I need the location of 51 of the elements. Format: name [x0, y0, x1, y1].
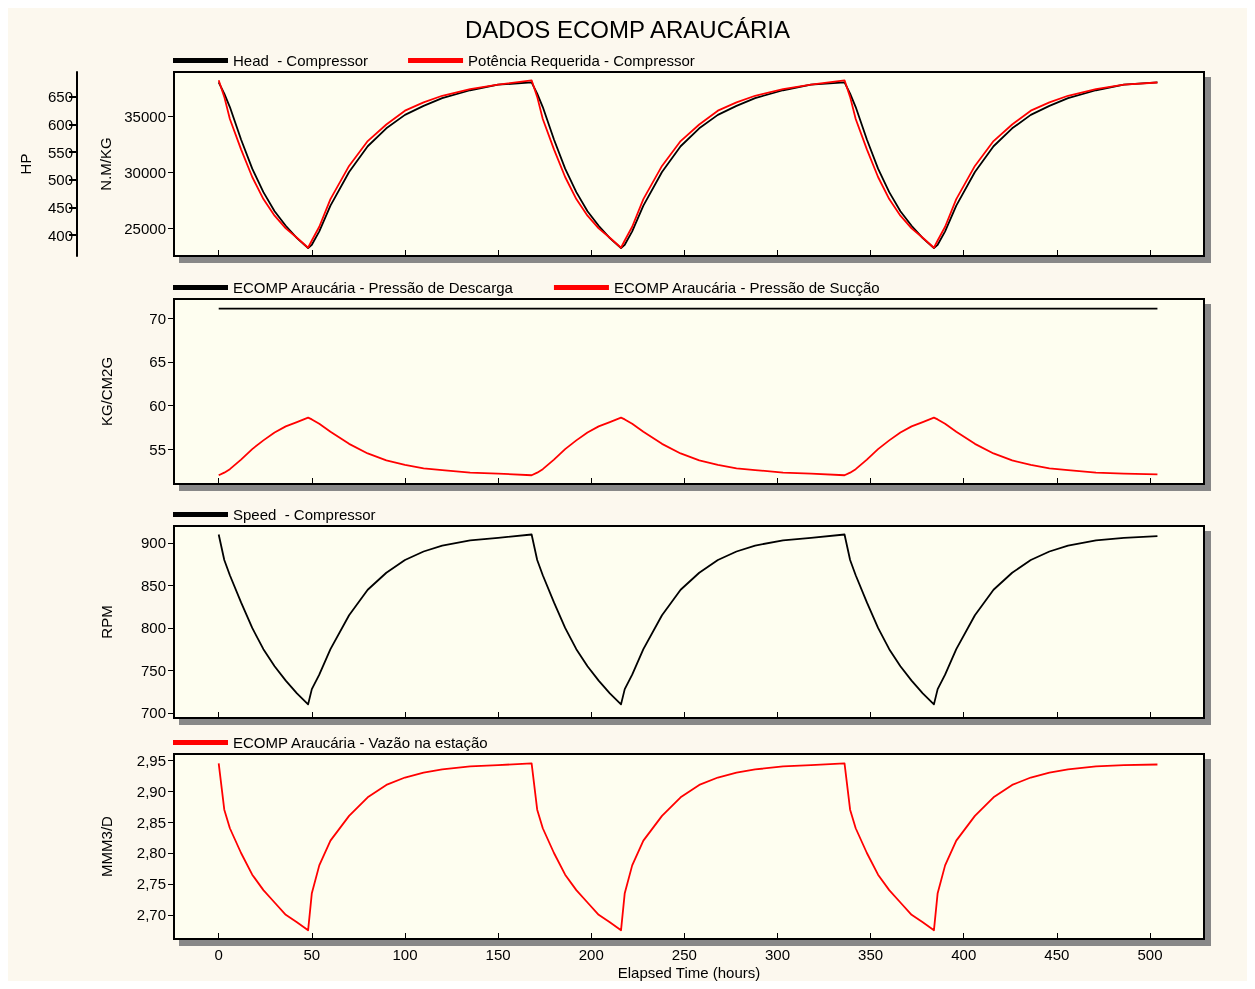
x-tick-label: 350	[858, 946, 884, 963]
y-tick-label: 850	[140, 576, 166, 594]
legend-label: ECOMP Araucária - Pressão de Descarga	[233, 279, 514, 296]
y-tick-label: 2,75	[136, 875, 166, 893]
legend-label: Potência Requerida - Compressor	[468, 52, 695, 69]
y-tick-label: 30000	[124, 163, 166, 181]
y-tick-label: 35000	[124, 107, 166, 125]
line-series	[217, 533, 1159, 706]
y-tick-label: 70	[149, 309, 166, 327]
y-tick-label: 2,95	[136, 751, 166, 769]
y-tick-label: 25000	[124, 219, 166, 237]
x-tick-label: 450	[1044, 946, 1070, 963]
x-axis-title: Elapsed Time (hours)	[617, 964, 761, 981]
y2-axis-title: HP	[17, 153, 34, 175]
y2-tick-label: 500	[47, 171, 73, 189]
x-tick-label: 0	[214, 946, 223, 963]
legend-label: Speed - Compressor	[233, 506, 376, 523]
x-tick-label: 250	[671, 946, 697, 963]
x-tick-label: 150	[485, 946, 511, 963]
y2-tick-label: 650	[47, 88, 73, 106]
y2-tick-label: 400	[47, 226, 73, 244]
legend-label: ECOMP Araucária - Vazão na estação	[233, 734, 488, 751]
y2-tick-label: 450	[47, 198, 73, 216]
x-tick-label: 50	[303, 946, 321, 963]
y-tick-label: 2,70	[136, 906, 166, 924]
x-tick-label: 100	[392, 946, 418, 963]
line-series	[217, 416, 1159, 477]
y-axis-title: N.M/KG	[97, 137, 115, 191]
y-axis-title: RPM	[98, 605, 115, 639]
y-axis-title: KG/CM2G	[98, 356, 115, 427]
y2-tick-label: 600	[47, 115, 73, 133]
y-axis-title: MMM3/D	[98, 815, 115, 877]
y-tick-label: 60	[149, 396, 166, 414]
y-tick-label: 800	[140, 619, 166, 637]
y-tick-label: 2,90	[136, 782, 166, 800]
y2-tick-label: 550	[47, 143, 73, 161]
chart-title: DADOS ECOMP ARAUCÁRIA	[465, 15, 790, 43]
y-tick-label: 900	[140, 534, 166, 552]
x-tick-label: 400	[951, 946, 977, 963]
x-tick-label: 500	[1137, 946, 1163, 963]
y-tick-label: 55	[149, 440, 166, 458]
x-tick-label: 200	[578, 946, 604, 963]
line-series	[217, 762, 1159, 932]
y-tick-label: 2,85	[136, 813, 166, 831]
x-tick-label: 300	[764, 946, 790, 963]
y-tick-label: 750	[140, 661, 166, 679]
y-tick-label: 700	[140, 704, 166, 722]
legend-label: Head - Compressor	[233, 52, 369, 69]
legend-label: ECOMP Araucária - Pressão de Sucção	[613, 279, 880, 296]
y-tick-label: 65	[149, 353, 166, 371]
y-tick-label: 2,80	[136, 844, 166, 862]
